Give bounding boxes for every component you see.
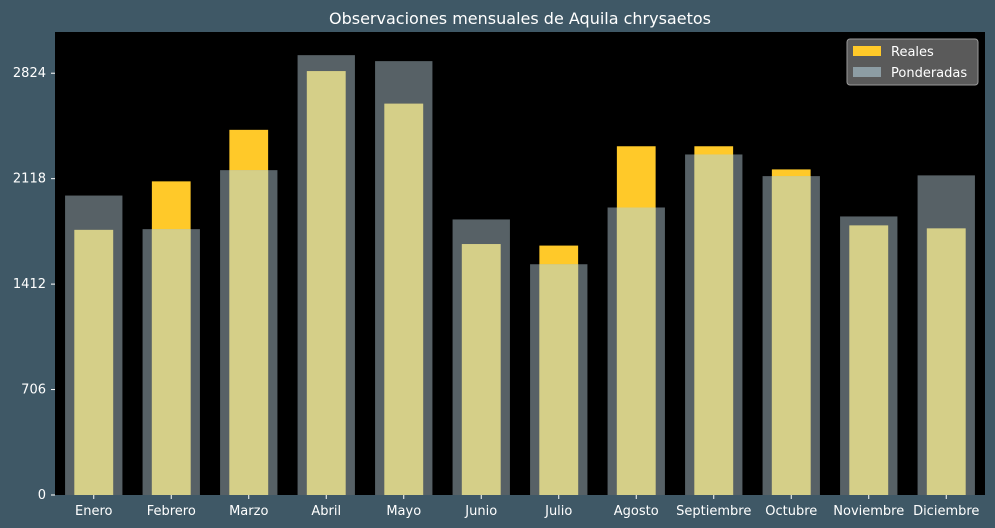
x-tick-label-diciembre: Diciembre — [913, 504, 979, 519]
y-tick-label-0: 0 — [38, 488, 46, 503]
x-tick-label-marzo: Marzo — [229, 504, 268, 519]
y-tick-label-2824: 2824 — [13, 66, 46, 81]
bar-overlap-diciembre — [926, 228, 966, 495]
x-tick-label-enero: Enero — [75, 504, 113, 519]
axes-layer: Enero Febrero Marzo Abril Mayo Junio Julio Agos… — [13, 66, 980, 519]
bar-overlap-mayo — [384, 103, 424, 496]
bar-overlap-noviembre — [849, 225, 889, 495]
x-tick-label-mayo: Mayo — [386, 504, 421, 519]
bar-overlap-junio — [461, 244, 501, 495]
x-tick-label-octubre: Octubre — [765, 504, 817, 519]
legend: Reales Ponderadas — [846, 38, 979, 86]
plot-area — [55, 32, 985, 495]
x-tick-label-julio: Julio — [544, 504, 572, 519]
bar-overlap-agosto — [616, 207, 656, 495]
y-tick-label-706: 706 — [21, 383, 46, 398]
x-tick-label-agosto: Agosto — [614, 504, 659, 519]
bar-overlap-septiembre — [694, 154, 734, 496]
x-tick-label-abril: Abril — [311, 504, 341, 519]
y-tick-label-2118: 2118 — [13, 172, 46, 187]
bar-overlap-enero — [74, 229, 114, 496]
x-tick-label-junio: Junio — [464, 504, 497, 519]
chart-title: Observaciones mensuales de Aquila chrysa… — [329, 9, 711, 28]
x-tick-label-septiembre: Septiembre — [676, 504, 751, 519]
y-tick-label-1412: 1412 — [13, 277, 46, 292]
legend-label-reales: Reales — [891, 45, 934, 60]
x-tick-label-febrero: Febrero — [147, 504, 196, 519]
bar-overlap-julio — [539, 264, 579, 495]
legend-swatch-reales — [853, 46, 881, 56]
bar-overlap-marzo — [229, 170, 269, 495]
x-tick-label-noviembre: Noviembre — [833, 504, 904, 519]
legend-label-ponderadas: Ponderadas — [891, 66, 967, 81]
bars-layer — [65, 55, 975, 496]
bar-overlap-abril — [306, 71, 346, 495]
bar-overlap-febrero — [151, 229, 191, 496]
legend-swatch-ponderadas — [853, 67, 881, 77]
bar-overlap-octubre — [771, 176, 811, 495]
